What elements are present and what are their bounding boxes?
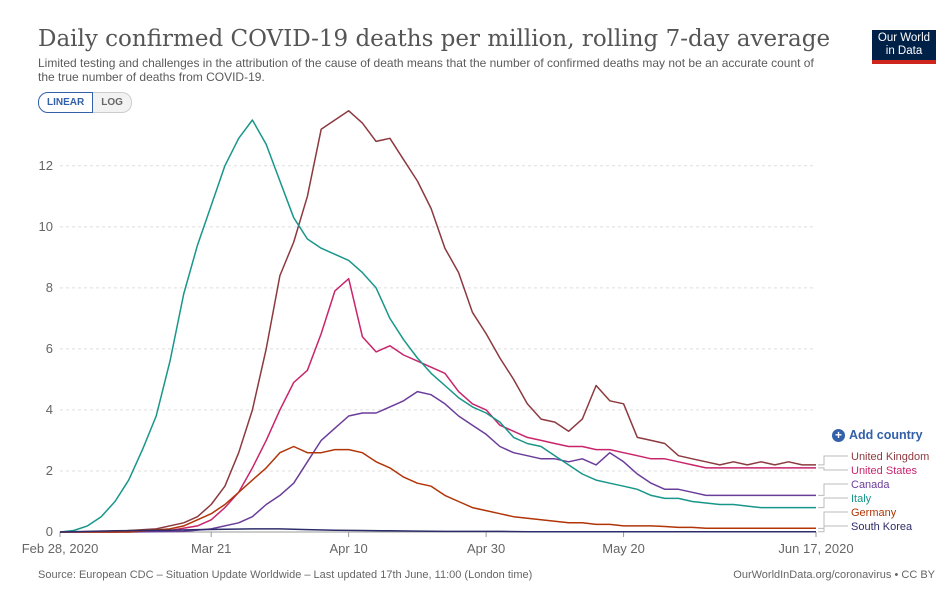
legend-label: United Kingdom [851,451,929,463]
scale-toggle: LINEAR LOG [38,92,132,113]
x-tick-label: Mar 21 [191,541,231,556]
y-tick-label: 6 [46,341,53,356]
x-tick-label: Jun 17, 2020 [778,541,853,556]
legend-label: Canada [851,479,890,491]
legend-label: Italy [851,493,872,505]
series-line [59,528,816,533]
linear-scale-button[interactable]: LINEAR [38,92,94,113]
add-country-button[interactable]: + Add country [832,428,923,442]
legend-connector [818,511,848,529]
credit-link[interactable]: OurWorldInData.org/coronavirus • CC BY [733,569,935,581]
y-tick-label: 2 [46,463,53,478]
plus-icon: + [832,428,845,442]
series-line [60,277,816,533]
legend-connector [818,467,848,471]
add-country-label: Add country [849,428,923,442]
x-tick-label: Apr 30 [467,541,505,556]
legend-connector [818,483,848,496]
legend-connector [818,497,848,509]
y-tick-label: 10 [39,219,53,234]
y-tick-label: 8 [46,280,53,295]
legend-connector [818,455,848,466]
y-tick-label: 12 [39,158,53,173]
y-tick-label: 4 [46,402,53,417]
legend-connector [818,525,848,533]
chart-title: Daily confirmed COVID-19 deaths per mill… [38,26,831,52]
legend-label: Germany [851,507,897,519]
logo-line-1: Our World [877,32,931,44]
series-line [59,110,816,533]
x-tick-label: May 20 [602,541,645,556]
y-tick-label: 0 [46,524,53,539]
legend-label: South Korea [851,521,913,533]
series-line [59,119,816,533]
owid-logo[interactable]: Our World in Data [872,30,936,64]
logo-line-2: in Data [885,45,923,57]
x-tick-label: Feb 28, 2020 [22,541,99,556]
log-scale-button[interactable]: LOG [93,92,132,113]
chart-subtitle: Limited testing and challenges in the at… [38,56,814,84]
series-line [60,390,816,533]
source-note: Source: European CDC – Situation Update … [38,569,533,581]
legend-label: United States [851,465,918,477]
x-tick-label: Apr 10 [329,541,367,556]
series-line [60,445,816,533]
